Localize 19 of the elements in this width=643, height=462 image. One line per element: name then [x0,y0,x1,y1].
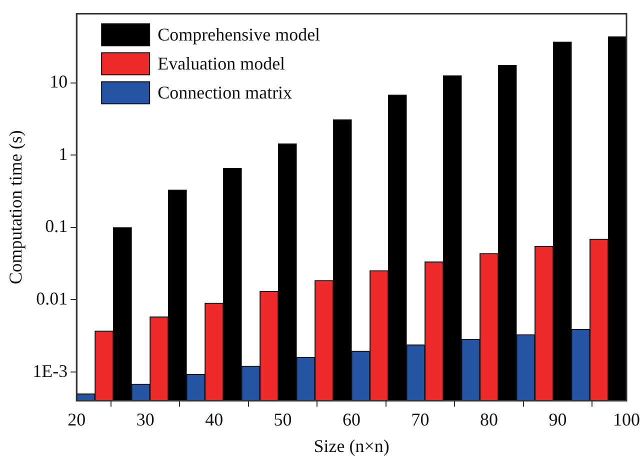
x-tick-label: 60 [342,409,361,430]
y-tick-label: 0.1 [45,216,68,236]
x-tick-label: 30 [136,409,154,430]
y-tick-label: 10 [50,72,68,92]
y-tick-label: 1 [58,144,68,164]
x-tick-label: 80 [480,409,498,430]
x-tick-label: 40 [205,409,224,430]
y-tick-label: 1E-3 [32,360,68,381]
x-tick-label: 100 [613,409,640,430]
x-tick-label: 90 [548,409,567,430]
legend-label: Comprehensive model [158,24,320,45]
y-tick-label: 0.01 [36,288,68,308]
legend-label: Connection matrix [158,82,292,103]
x-tick-label: 20 [68,409,86,430]
legend-label: Evaluation model [158,54,286,74]
x-axis-title: Size (n×n) [314,436,390,456]
x-tick-label: 50 [274,409,292,430]
x-tick-label: 70 [411,409,430,430]
y-axis-title: Computation time (s) [6,130,26,284]
